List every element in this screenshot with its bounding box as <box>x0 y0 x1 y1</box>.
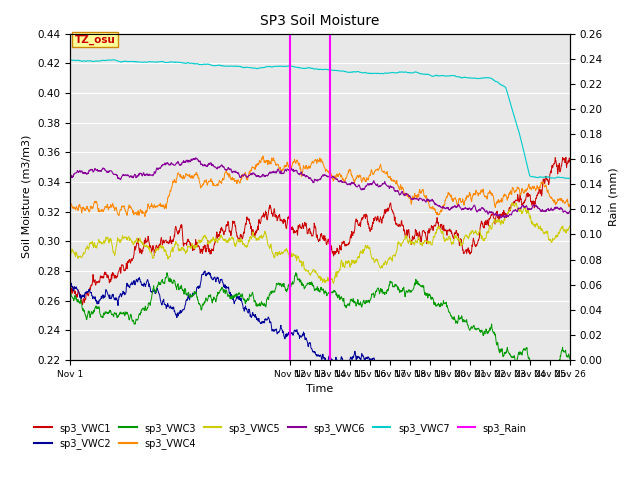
sp3_VWC5 <box>278 251 286 257</box>
sp3_VWC5 <box>67 252 74 258</box>
sp3_VWC7 <box>278 63 286 69</box>
sp3_VWC5 <box>125 238 133 243</box>
sp3_VWC6 <box>125 174 133 180</box>
sp3_VWC3 <box>289 282 297 288</box>
X-axis label: Time: Time <box>307 384 333 394</box>
sp3_VWC6 <box>298 171 306 177</box>
sp3_VWC3 <box>105 309 113 314</box>
Line: sp3_VWC1: sp3_VWC1 <box>70 157 570 304</box>
sp3_VWC7 <box>109 57 117 62</box>
sp3_VWC6 <box>105 168 113 174</box>
sp3_VWC2 <box>351 348 358 354</box>
sp3_VWC2 <box>278 330 286 336</box>
sp3_VWC1 <box>278 217 286 223</box>
sp3_VWC4 <box>105 204 113 210</box>
sp3_VWC1 <box>79 301 86 307</box>
sp3_VWC3 <box>351 299 358 304</box>
sp3_VWC6 <box>351 182 358 188</box>
sp3_VWC7 <box>298 65 306 71</box>
sp3_VWC1 <box>67 283 74 288</box>
sp3_VWC3 <box>298 280 306 286</box>
sp3_VWC4 <box>141 214 149 219</box>
sp3_VWC5 <box>289 252 296 258</box>
sp3_VWC2 <box>201 268 209 274</box>
sp3_VWC4 <box>566 203 573 209</box>
sp3_VWC7 <box>67 57 74 63</box>
sp3_VWC1 <box>566 158 573 164</box>
Line: sp3_VWC5: sp3_VWC5 <box>70 203 570 283</box>
sp3_VWC4 <box>298 171 306 177</box>
sp3_VWC7 <box>351 69 358 74</box>
Line: sp3_VWC2: sp3_VWC2 <box>70 271 570 397</box>
sp3_VWC1 <box>351 226 358 232</box>
Title: SP3 Soil Moisture: SP3 Soil Moisture <box>260 14 380 28</box>
sp3_VWC2 <box>105 294 113 300</box>
sp3_VWC5 <box>330 280 337 286</box>
sp3_VWC6 <box>289 167 297 172</box>
Y-axis label: Rain (mm): Rain (mm) <box>608 168 618 226</box>
sp3_VWC6 <box>566 208 573 214</box>
sp3_VWC3 <box>67 292 74 298</box>
sp3_VWC7 <box>566 175 573 181</box>
sp3_VWC2 <box>298 333 306 339</box>
Legend: sp3_VWC1, sp3_VWC2, sp3_VWC3, sp3_VWC4, sp3_VWC5, sp3_VWC6, sp3_VWC7, sp3_Rain: sp3_VWC1, sp3_VWC2, sp3_VWC3, sp3_VWC4, … <box>31 419 531 453</box>
sp3_VWC1 <box>562 155 570 160</box>
Line: sp3_VWC3: sp3_VWC3 <box>70 273 570 373</box>
Line: sp3_VWC6: sp3_VWC6 <box>70 158 570 218</box>
sp3_VWC1 <box>298 226 306 231</box>
sp3_VWC4 <box>351 177 359 183</box>
sp3_VWC2 <box>67 280 74 286</box>
sp3_VWC2 <box>563 394 571 400</box>
sp3_VWC5 <box>566 223 573 229</box>
sp3_VWC4 <box>67 201 74 207</box>
sp3_VWC3 <box>541 370 548 376</box>
sp3_VWC7 <box>289 63 297 69</box>
Y-axis label: Soil Moisture (m3/m3): Soil Moisture (m3/m3) <box>22 135 32 259</box>
sp3_VWC4 <box>259 153 267 159</box>
sp3_VWC6 <box>278 170 286 176</box>
sp3_VWC1 <box>126 256 134 262</box>
sp3_VWC6 <box>497 215 504 221</box>
sp3_VWC4 <box>125 203 133 208</box>
sp3_VWC4 <box>289 160 297 166</box>
sp3_VWC2 <box>289 332 297 338</box>
sp3_VWC2 <box>566 394 573 399</box>
sp3_VWC4 <box>279 168 287 173</box>
Text: TZ_osu: TZ_osu <box>74 35 115 45</box>
sp3_VWC3 <box>125 317 133 323</box>
sp3_VWC1 <box>106 280 113 286</box>
sp3_VWC7 <box>564 176 572 181</box>
Line: sp3_VWC4: sp3_VWC4 <box>70 156 570 216</box>
sp3_VWC3 <box>163 270 171 276</box>
sp3_VWC3 <box>278 281 286 287</box>
sp3_VWC7 <box>126 59 134 64</box>
sp3_VWC6 <box>67 173 74 179</box>
sp3_VWC7 <box>105 57 113 63</box>
sp3_VWC5 <box>508 200 516 206</box>
sp3_VWC5 <box>351 261 358 266</box>
sp3_VWC5 <box>298 262 305 267</box>
sp3_VWC1 <box>289 227 297 232</box>
sp3_VWC3 <box>566 356 573 362</box>
sp3_VWC5 <box>105 240 113 245</box>
sp3_VWC2 <box>125 284 133 289</box>
sp3_VWC6 <box>192 155 200 161</box>
Line: sp3_VWC7: sp3_VWC7 <box>70 60 570 179</box>
